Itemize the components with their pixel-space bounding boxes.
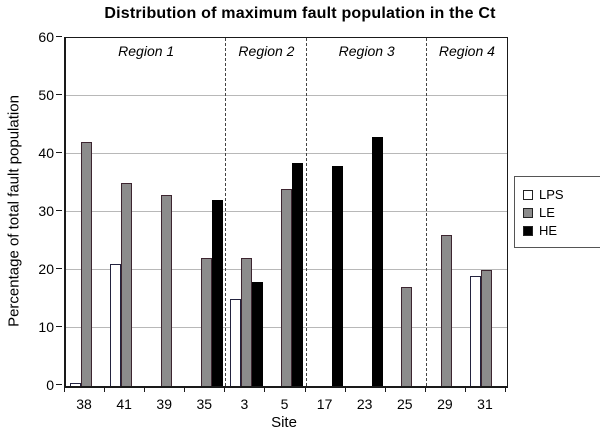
x-axis-tick — [385, 387, 386, 392]
y-tick-label: 20 — [38, 261, 54, 277]
region-label: Region 1 — [118, 43, 175, 59]
y-tick-label: 60 — [38, 29, 54, 45]
x-tick-label-site-3: 3 — [240, 396, 249, 412]
legend-label-lps: LPS — [539, 187, 564, 202]
gridline-40 — [66, 153, 507, 154]
x-tick-label-site-41: 41 — [116, 396, 132, 412]
legend-item-he: HE — [523, 223, 593, 238]
y-axis-tick — [56, 152, 62, 153]
y-tick-label: 0 — [46, 377, 54, 393]
bar-le-site-39 — [160, 195, 172, 386]
x-axis-title: Site — [271, 414, 297, 431]
region-divider — [305, 38, 307, 386]
x-tick-label-site-29: 29 — [437, 396, 453, 412]
y-tick-label: 50 — [38, 87, 54, 103]
y-axis-tick — [56, 326, 62, 327]
x-tick-label-site-31: 31 — [477, 396, 493, 412]
bar-le-site-38 — [80, 142, 92, 386]
x-tick-label-site-25: 25 — [396, 396, 413, 412]
x-axis-tick — [144, 387, 145, 392]
region-label: Region 3 — [338, 43, 395, 59]
x-axis-tick — [224, 387, 225, 392]
x-tick-label-site-38: 38 — [76, 396, 92, 412]
bar-lps-site-3 — [229, 299, 241, 386]
x-axis-tick — [264, 387, 265, 392]
x-axis-tick — [505, 387, 506, 392]
legend-item-le: LE — [523, 205, 593, 220]
x-axis-tick — [104, 387, 105, 392]
bar-le-site-3 — [240, 258, 252, 386]
x-tick-label-site-39: 39 — [156, 396, 173, 412]
gridline-50 — [66, 95, 507, 96]
bar-he-site-3 — [251, 282, 263, 386]
y-axis-tick — [56, 210, 62, 211]
y-axis-tick — [56, 384, 62, 385]
legend-label-he: HE — [539, 223, 558, 238]
bar-le-site-29 — [441, 235, 453, 386]
y-axis-tick — [56, 268, 62, 269]
bar-le-site-31 — [481, 270, 493, 386]
bar-lps-site-31 — [470, 276, 482, 386]
x-tick-label-site-23: 23 — [356, 396, 373, 412]
bar-le-site-25 — [401, 287, 413, 386]
bar-he-site-17 — [332, 166, 344, 386]
legend-item-lps: LPS — [523, 187, 593, 202]
y-tick-label: 10 — [38, 319, 54, 335]
y-axis-tick — [56, 36, 62, 37]
y-axis-tick — [56, 94, 62, 95]
bar-lps-site-38 — [69, 383, 81, 386]
y-tick-label: 40 — [38, 145, 54, 161]
plot-area: Region 1 Region 2 Region 3 Region 4 — [64, 37, 508, 388]
chart-title: Distribution of maximum fault population… — [104, 5, 496, 22]
region-label: Region 4 — [438, 43, 495, 59]
y-tick-label: 30 — [38, 203, 54, 219]
bar-le-site-35 — [200, 258, 212, 386]
x-tick-label-site-17: 17 — [316, 396, 333, 412]
he-swatch-icon — [523, 225, 533, 236]
bar-le-site-5 — [281, 189, 292, 386]
x-axis-tick — [184, 387, 185, 392]
bar-he-site-23 — [372, 137, 384, 386]
x-axis-tick — [64, 387, 65, 392]
region-label: Region 2 — [238, 43, 295, 59]
region-divider — [225, 38, 227, 386]
x-axis-tick — [345, 387, 346, 392]
bar-he-site-35 — [211, 200, 223, 386]
y-axis-title: Percentage of total fault population — [5, 95, 23, 327]
x-tick-label-site-5: 5 — [280, 396, 289, 412]
bar-he-site-5 — [292, 163, 303, 386]
region-divider — [425, 38, 427, 386]
le-swatch-icon — [523, 207, 533, 218]
x-axis-tick — [305, 387, 306, 392]
x-axis-tick — [425, 387, 426, 392]
bar-lps-site-41 — [109, 264, 121, 386]
lps-swatch-icon — [523, 189, 533, 200]
legend-label-le: LE — [539, 205, 555, 220]
bar-le-site-41 — [120, 183, 132, 386]
legend: LPS LE HE — [514, 176, 600, 248]
x-axis-tick — [465, 387, 466, 392]
x-tick-label-site-35: 35 — [196, 396, 213, 412]
